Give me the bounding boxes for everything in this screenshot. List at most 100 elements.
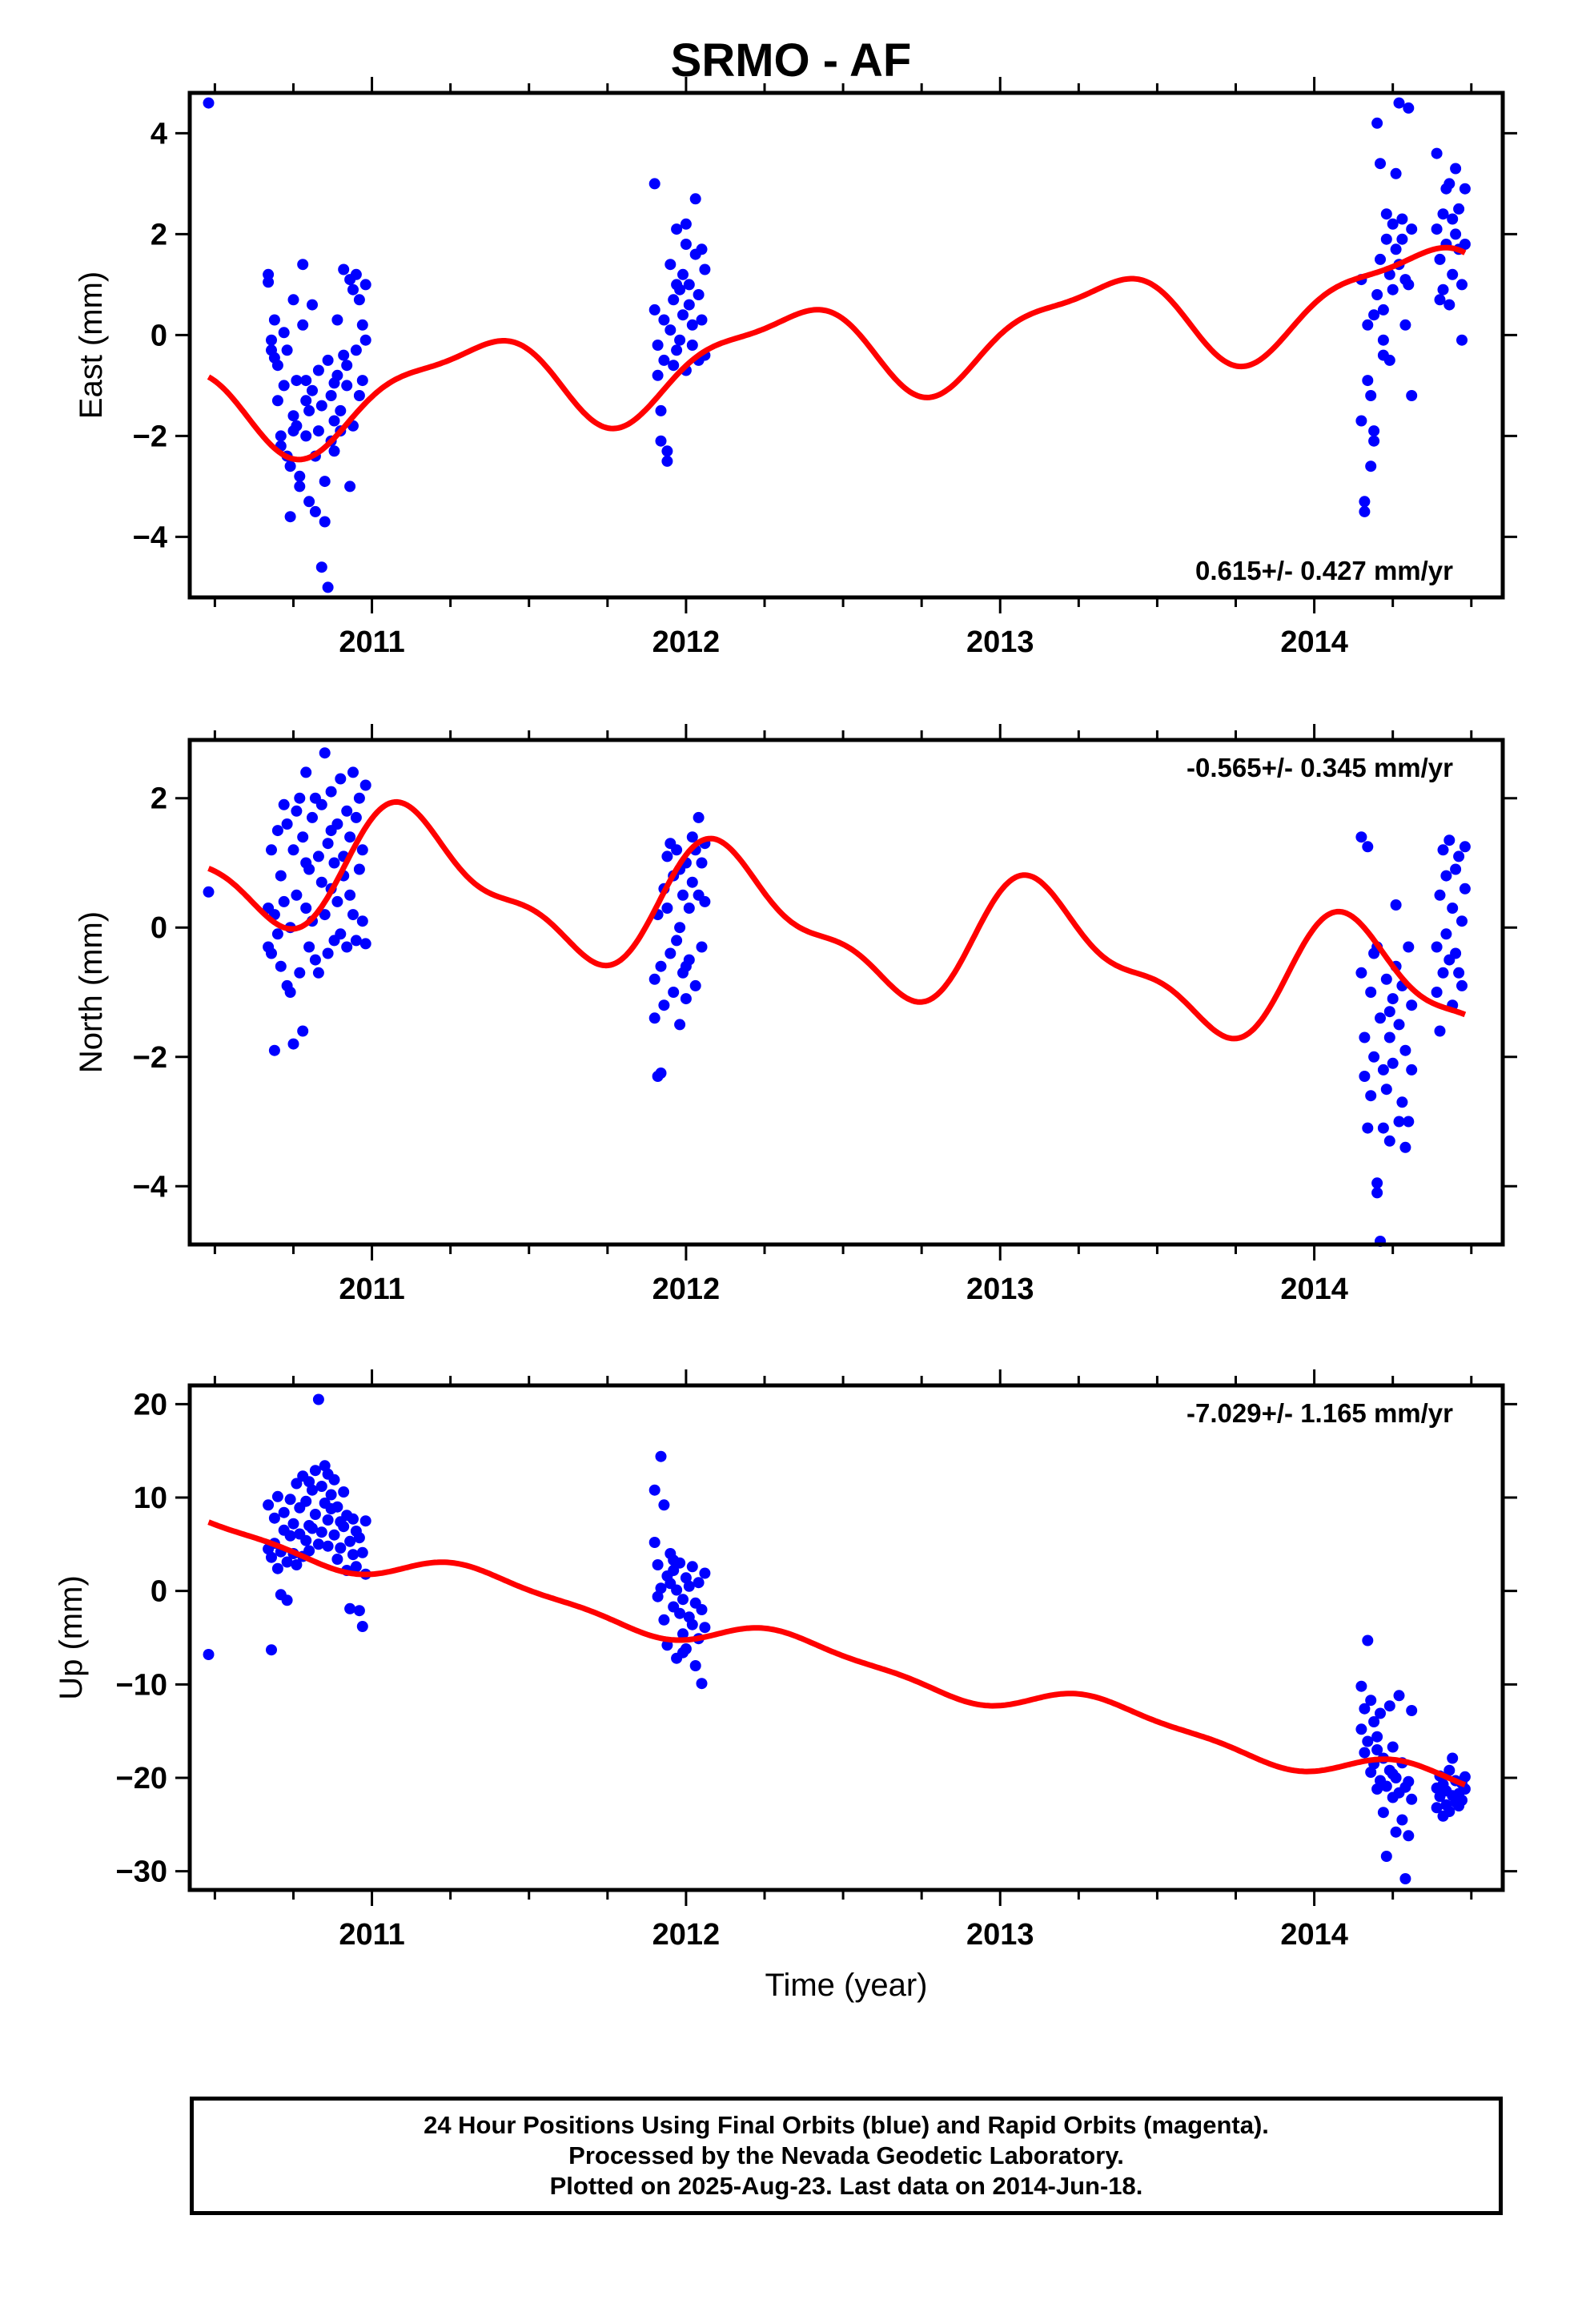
- east-data-point: [315, 561, 327, 573]
- up-data-points: [203, 1393, 1471, 1884]
- east-data-point: [275, 430, 287, 442]
- north-data-point: [686, 876, 698, 888]
- up-data-point: [268, 1512, 280, 1524]
- up-data-point: [335, 1542, 347, 1554]
- east-data-point: [693, 289, 705, 300]
- north-rate-annotation: -0.565+/- 0.345 mm/yr: [1186, 753, 1453, 782]
- east-data-point: [322, 581, 334, 593]
- up-data-point: [353, 1532, 365, 1544]
- east-data-point: [291, 375, 303, 387]
- footer-line-plotted: Plotted on 2025-Aug-23. Last data on 201…: [549, 2172, 1143, 2200]
- page-title: SRMO - AF: [670, 34, 912, 86]
- north-data-point: [322, 947, 334, 959]
- north-data-point: [294, 967, 306, 979]
- east-data-point: [1390, 243, 1402, 255]
- east-y-tick-label: −4: [133, 521, 167, 554]
- east-data-point: [328, 415, 340, 427]
- east-x-tick-label: 2013: [966, 625, 1034, 659]
- east-data-point: [328, 377, 340, 389]
- east-data-point: [1447, 268, 1459, 280]
- east-data-point: [1383, 354, 1395, 366]
- up-data-point: [287, 1518, 299, 1530]
- east-data-point: [1355, 415, 1367, 427]
- east-data-point: [331, 314, 343, 326]
- up-data-point: [344, 1535, 356, 1547]
- up-data-point: [315, 1481, 327, 1492]
- east-data-point: [1396, 213, 1408, 225]
- east-data-point: [680, 239, 692, 250]
- north-data-point: [1396, 1096, 1408, 1108]
- up-data-point: [1362, 1735, 1374, 1747]
- east-data-point: [341, 380, 353, 392]
- up-data-point: [652, 1590, 664, 1602]
- east-data-point: [671, 344, 683, 356]
- up-data-point: [291, 1559, 303, 1570]
- east-data-point: [671, 223, 683, 235]
- east-data-point: [271, 360, 283, 372]
- up-data-point: [668, 1565, 680, 1576]
- up-data-point: [281, 1556, 293, 1568]
- east-data-point: [294, 470, 306, 482]
- north-data-point: [271, 928, 283, 940]
- east-data-point: [309, 505, 321, 517]
- east-data-point: [648, 178, 661, 190]
- east-data-point: [1387, 218, 1399, 230]
- north-data-point: [1403, 941, 1415, 953]
- north-data-point: [1456, 979, 1468, 991]
- east-data-point: [1431, 223, 1443, 235]
- north-data-point: [674, 1019, 686, 1031]
- north-data-point: [1399, 1141, 1411, 1153]
- up-data-point: [338, 1521, 350, 1533]
- north-data-point: [325, 786, 337, 798]
- up-data-point: [356, 1546, 368, 1558]
- east-data-point: [1365, 460, 1377, 472]
- east-data-point: [322, 354, 334, 366]
- north-data-point: [680, 993, 692, 1005]
- east-data-point: [655, 435, 667, 447]
- up-y-tick-label: 20: [134, 1388, 167, 1421]
- up-data-point: [263, 1499, 275, 1511]
- north-data-point: [1375, 1012, 1386, 1024]
- up-data-point: [281, 1594, 293, 1606]
- east-data-point: [1399, 319, 1411, 331]
- north-data-point: [1368, 1051, 1380, 1063]
- up-data-point: [331, 1554, 343, 1565]
- east-data-point: [661, 455, 673, 467]
- north-data-point: [1450, 863, 1462, 875]
- east-data-point: [303, 404, 315, 416]
- east-data-point: [1377, 334, 1389, 346]
- north-data-point: [680, 960, 692, 972]
- up-data-point: [278, 1506, 290, 1518]
- north-data-point: [275, 960, 287, 972]
- north-data-point: [281, 818, 293, 830]
- north-data-point: [1377, 1063, 1389, 1076]
- east-data-point: [1359, 496, 1371, 508]
- up-data-point: [266, 1551, 277, 1563]
- up-data-point: [1355, 1680, 1367, 1692]
- east-data-point: [278, 327, 290, 339]
- north-data-point: [319, 747, 331, 759]
- up-data-point: [1403, 1830, 1415, 1842]
- north-data-point: [658, 999, 670, 1011]
- up-data-point: [696, 1678, 708, 1690]
- north-fit-curve: [207, 798, 1467, 1042]
- east-data-point: [674, 334, 686, 346]
- north-data-point: [655, 960, 667, 972]
- up-data-point: [680, 1572, 692, 1584]
- east-data-point: [328, 445, 340, 457]
- up-data-point: [312, 1538, 324, 1550]
- east-data-point: [696, 243, 708, 255]
- east-data-point: [665, 324, 677, 336]
- up-data-point: [325, 1489, 337, 1501]
- up-fit-curve: [207, 1519, 1467, 1787]
- up-y-tick-label: 0: [151, 1575, 167, 1609]
- up-data-point: [303, 1476, 315, 1488]
- east-data-point: [347, 283, 359, 296]
- north-data-point: [1406, 1063, 1418, 1076]
- up-data-point: [699, 1622, 711, 1634]
- north-data-point: [350, 935, 362, 947]
- north-data-point: [353, 792, 365, 804]
- up-data-point: [331, 1501, 343, 1513]
- north-data-point: [284, 987, 296, 998]
